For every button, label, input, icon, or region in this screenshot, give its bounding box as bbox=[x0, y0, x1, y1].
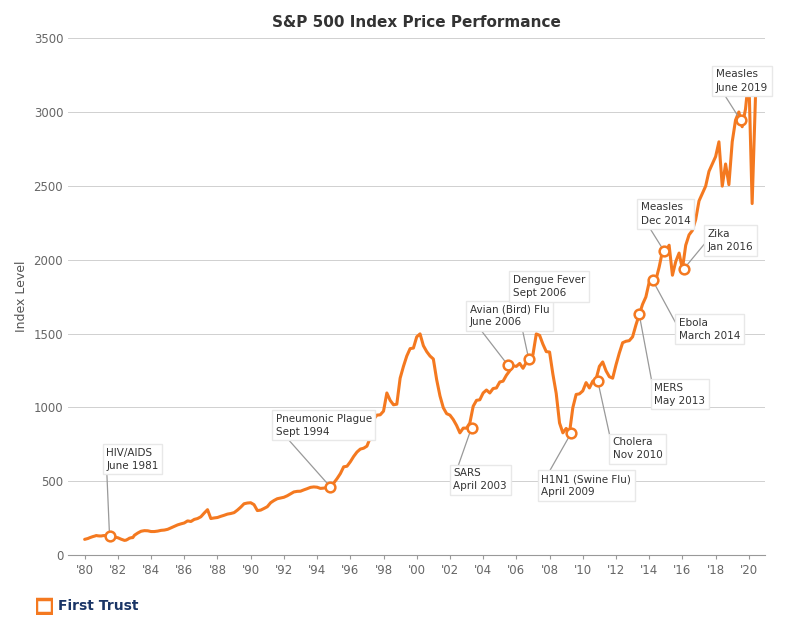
Text: Dengue Fever
Sept 2006: Dengue Fever Sept 2006 bbox=[513, 275, 585, 298]
Text: Ebola
March 2014: Ebola March 2014 bbox=[679, 318, 740, 341]
Text: Pneumonic Plague
Sept 1994: Pneumonic Plague Sept 1994 bbox=[275, 413, 372, 437]
Text: HIV/AIDS
June 1981: HIV/AIDS June 1981 bbox=[107, 447, 159, 471]
Text: MERS
May 2013: MERS May 2013 bbox=[654, 382, 705, 406]
Text: Measles
June 2019: Measles June 2019 bbox=[716, 69, 768, 93]
Text: First Trust: First Trust bbox=[58, 599, 138, 613]
Text: Avian (Bird) Flu
June 2006: Avian (Bird) Flu June 2006 bbox=[470, 304, 549, 328]
Bar bbox=[36, 599, 52, 613]
Y-axis label: Index Level: Index Level bbox=[15, 261, 28, 333]
Text: H1N1 (Swine Flu)
April 2009: H1N1 (Swine Flu) April 2009 bbox=[541, 474, 631, 497]
Text: Cholera
Nov 2010: Cholera Nov 2010 bbox=[613, 437, 663, 461]
Title: S&P 500 Index Price Performance: S&P 500 Index Price Performance bbox=[272, 15, 561, 30]
Text: Zika
Jan 2016: Zika Jan 2016 bbox=[707, 229, 753, 252]
Text: SARS
April 2003: SARS April 2003 bbox=[453, 468, 507, 491]
Text: Measles
Dec 2014: Measles Dec 2014 bbox=[641, 202, 690, 226]
